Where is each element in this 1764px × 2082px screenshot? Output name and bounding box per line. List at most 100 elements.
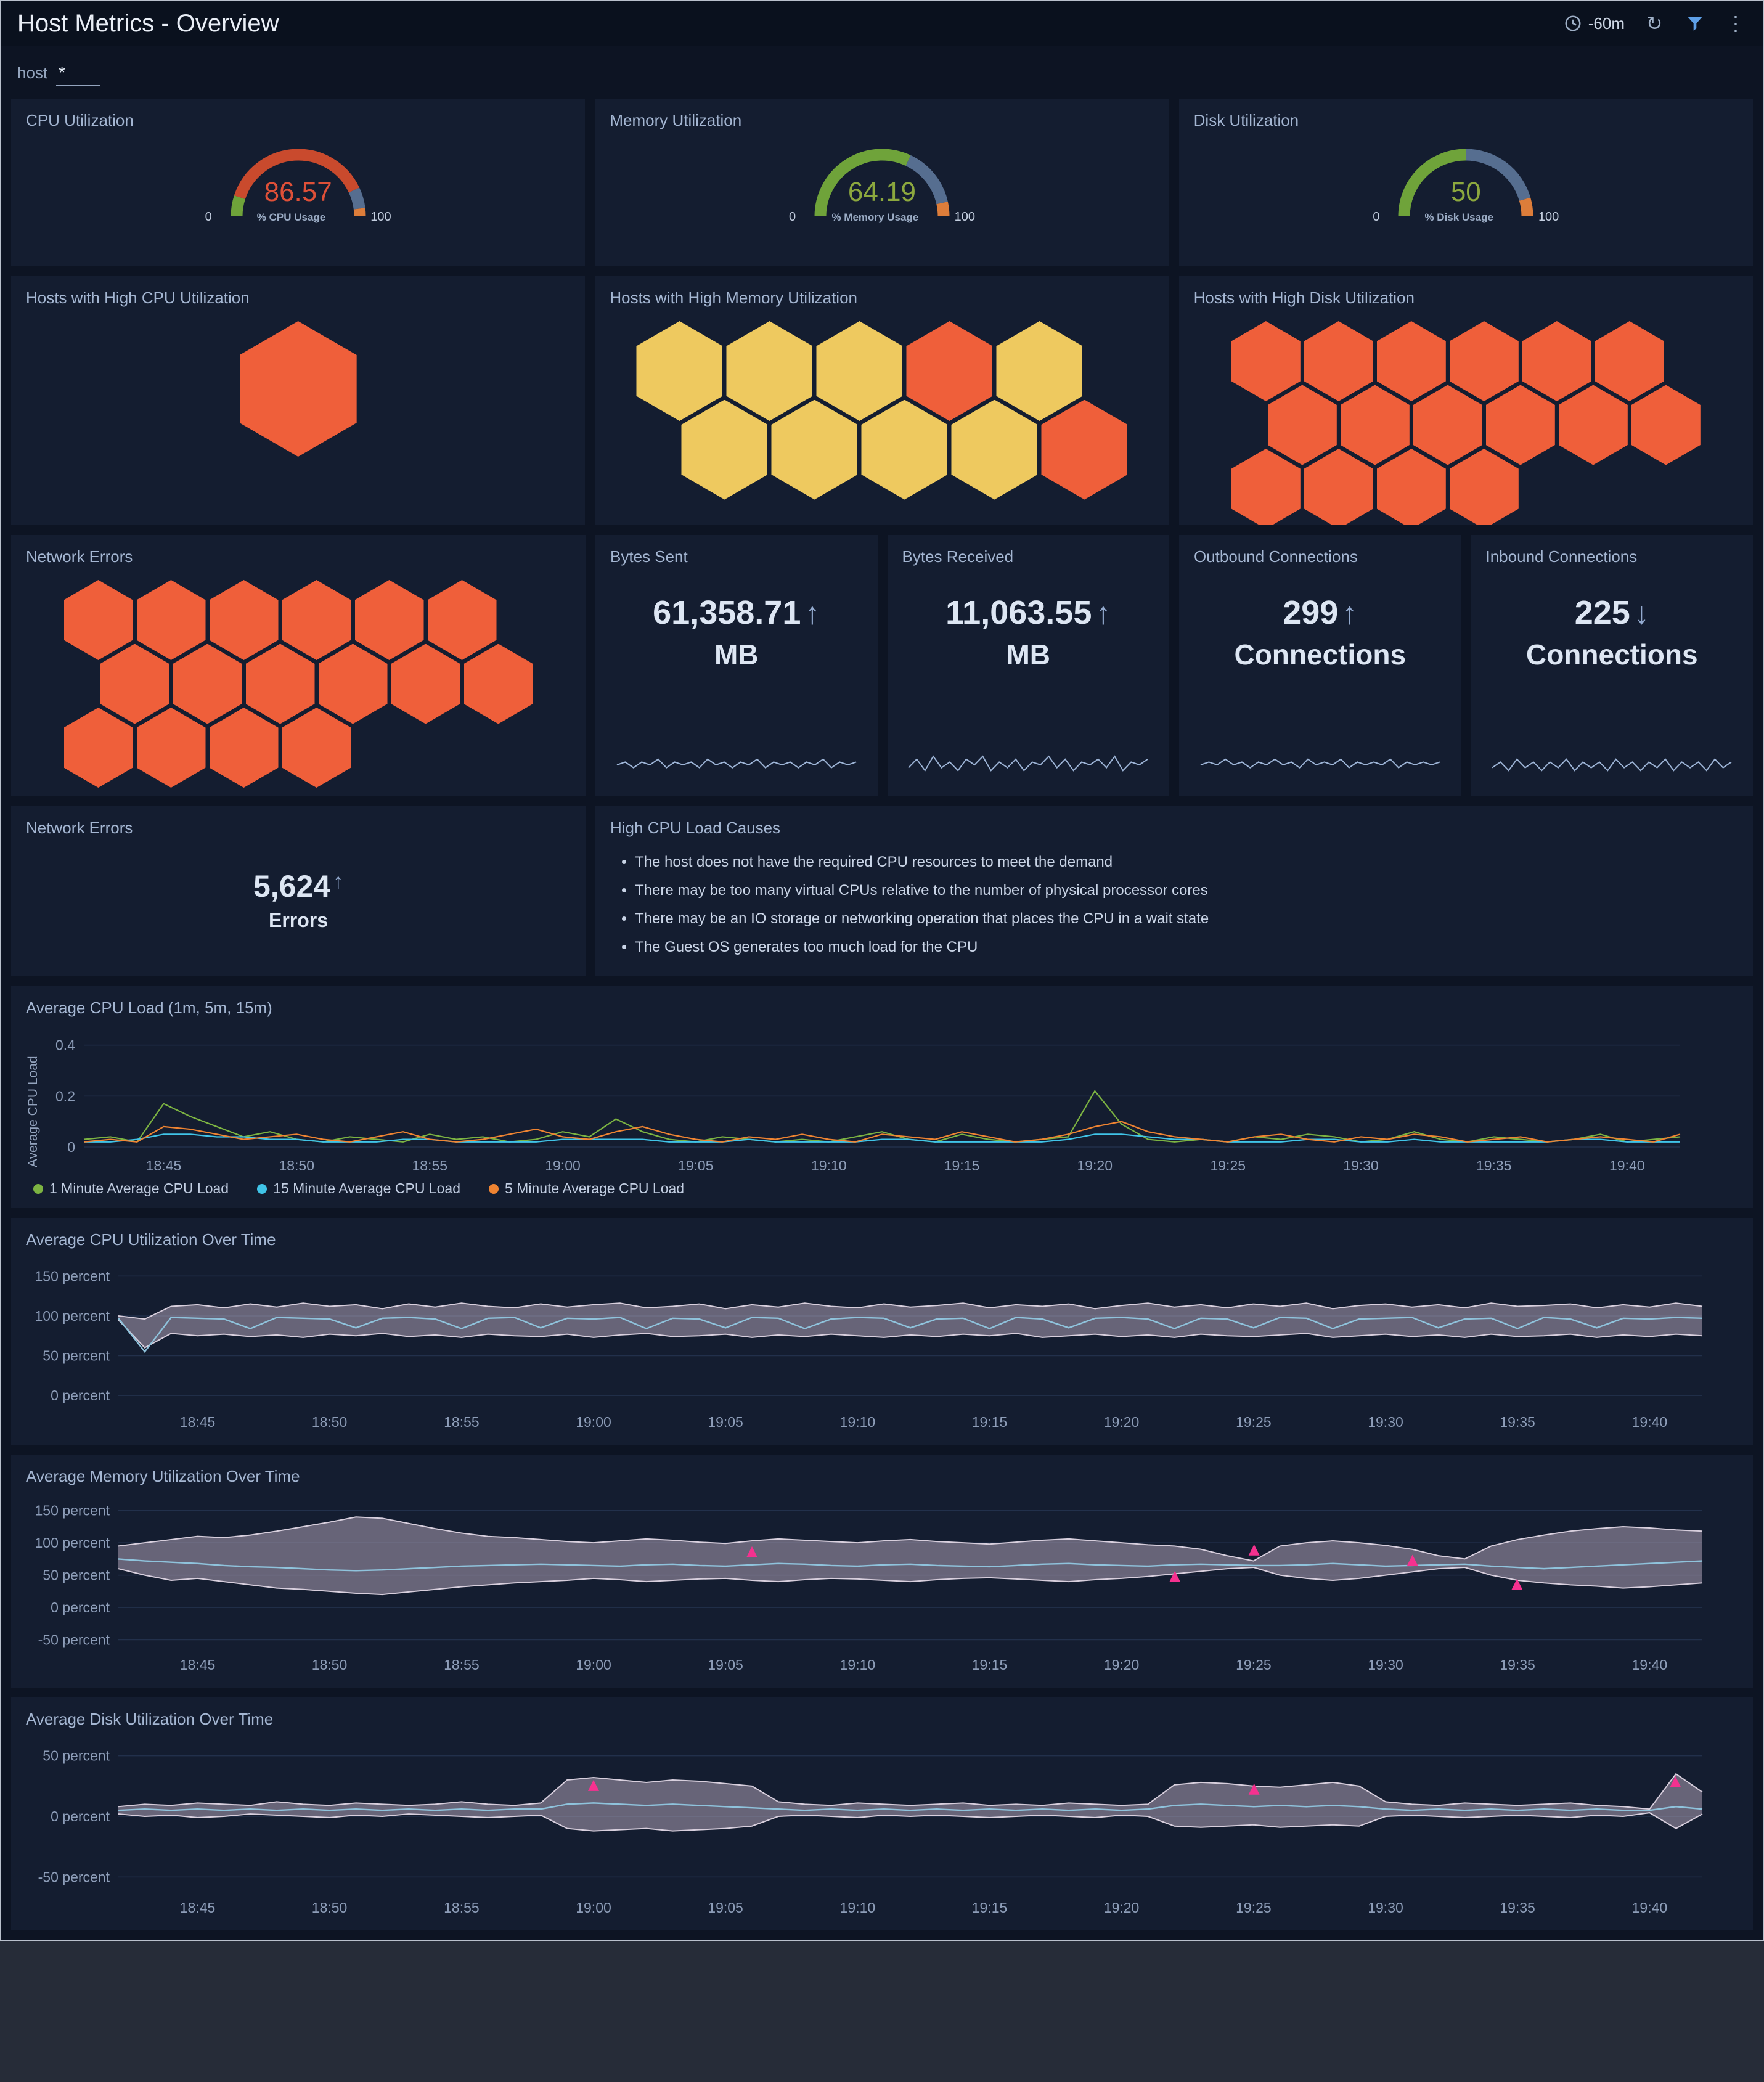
time-range-label: -60m	[1588, 14, 1625, 33]
trend-up-icon: ↑	[1342, 596, 1358, 631]
svg-text:18:50: 18:50	[279, 1157, 314, 1174]
svg-text:18:50: 18:50	[312, 1900, 348, 1916]
host-hexagon-orange[interactable]	[1041, 399, 1128, 500]
time-range-control[interactable]: -60m	[1564, 14, 1625, 33]
cpu-gauge-arc	[231, 149, 366, 217]
host-hexagon-yellow[interactable]	[771, 399, 858, 500]
svg-text:18:45: 18:45	[180, 1657, 216, 1673]
outbound-sparkline[interactable]	[1197, 745, 1443, 784]
stat-value: 11,063.55	[945, 594, 1092, 631]
svg-text:19:00: 19:00	[576, 1900, 611, 1916]
gauge-axis-label: % Disk Usage	[1424, 211, 1493, 223]
refresh-icon[interactable]: ↻	[1646, 12, 1663, 35]
memory-gauge[interactable]: 64.19 0 % Memory Usage 100	[789, 139, 975, 224]
svg-text:19:10: 19:10	[840, 1657, 876, 1673]
svg-text:18:55: 18:55	[412, 1157, 447, 1174]
network-errors-honeycomb-panel: Network Errors	[11, 535, 586, 796]
svg-text:19:25: 19:25	[1236, 1657, 1272, 1673]
network-errors-total-panel: Network Errors 5,624 ↑ Errors	[11, 806, 586, 976]
host-hexagon-yellow[interactable]	[816, 321, 903, 421]
legend-dot	[257, 1183, 267, 1194]
host-hexagon-orange[interactable]	[282, 708, 351, 788]
svg-text:19:30: 19:30	[1343, 1157, 1379, 1174]
host-hexagon-orange[interactable]	[209, 708, 279, 788]
clock-icon	[1565, 15, 1581, 31]
disk-utilization-panel: Disk Utilization 50 0 % Disk Usage 100	[1178, 99, 1753, 266]
gauge-value: 86.57	[264, 177, 332, 207]
trend-up-icon: ↑	[804, 596, 820, 631]
host-hexagon-orange[interactable]	[1631, 385, 1701, 465]
panel-title: Average Disk Utilization Over Time	[26, 1710, 274, 1728]
host-hexagon-orange[interactable]	[1267, 385, 1337, 465]
filter-icon[interactable]	[1684, 12, 1706, 35]
svg-text:19:30: 19:30	[1368, 1414, 1403, 1430]
svg-text:0 percent: 0 percent	[51, 1599, 110, 1615]
svg-text:19:15: 19:15	[972, 1900, 1008, 1916]
legend-item-1m[interactable]: 1 Minute Average CPU Load	[33, 1180, 229, 1197]
host-hexagon-orange[interactable]	[1304, 449, 1373, 525]
host-hexagon-yellow[interactable]	[726, 321, 813, 421]
panel-title: Inbound Connections	[1485, 547, 1638, 566]
host-hexagon-orange[interactable]	[1449, 321, 1519, 401]
inbound-sparkline[interactable]	[1488, 745, 1735, 784]
svg-text:0 percent: 0 percent	[51, 1387, 110, 1403]
host-hexagon-orange[interactable]	[1340, 385, 1410, 465]
svg-text:18:50: 18:50	[312, 1657, 348, 1673]
host-hexagon-orange[interactable]	[1231, 449, 1301, 525]
host-hexagon-yellow[interactable]	[681, 399, 768, 500]
svg-text:19:00: 19:00	[576, 1657, 611, 1673]
disk-utilization-chart[interactable]: -50 percent 0 percent 50 percent 18:45 18:50…	[26, 1734, 1727, 1919]
cpu-gauge[interactable]: 86.57 0 % CPU Usage 100	[205, 139, 391, 224]
cpu-load-chart[interactable]: 0 0.2 0.4 18:45 18:50 18:55 19:00 19:05 19:10 19:…	[41, 1023, 1705, 1177]
panel-title: Bytes Sent	[610, 547, 688, 566]
host-hexagon-orange[interactable]	[1376, 449, 1446, 525]
disk-honeycomb	[1231, 321, 1701, 525]
trend-down-icon: ↓	[1633, 596, 1649, 631]
host-hexagon-orange[interactable]	[1376, 321, 1446, 401]
host-hexagon-orange[interactable]	[239, 321, 357, 457]
host-hexagon-orange[interactable]	[1595, 321, 1664, 401]
svg-text:18:45: 18:45	[180, 1900, 216, 1916]
host-hexagon-orange[interactable]	[1413, 385, 1482, 465]
legend-item-15m[interactable]: 15 Minute Average CPU Load	[257, 1180, 460, 1197]
bytes-received-sparkline[interactable]	[905, 745, 1151, 784]
svg-text:19:35: 19:35	[1476, 1157, 1512, 1174]
cpu-utilization-chart[interactable]: 0 percent 50 percent 100 percent 150 percen…	[26, 1254, 1727, 1433]
host-hexagon-orange[interactable]	[1522, 321, 1591, 401]
memory-utilization-chart[interactable]: -50 percent 0 percent 50 percent 100 percen…	[26, 1491, 1727, 1676]
host-hexagon-yellow[interactable]	[636, 321, 723, 421]
disk-gauge[interactable]: 50 0 % Disk Usage 100	[1373, 139, 1559, 224]
header-bar: Host Metrics - Overview -60m ↻ ⋮	[1, 1, 1763, 46]
host-hexagon-orange[interactable]	[1558, 385, 1628, 465]
legend-item-5m[interactable]: 5 Minute Average CPU Load	[488, 1180, 684, 1197]
svg-text:19:35: 19:35	[1500, 1900, 1535, 1916]
host-hexagon-yellow[interactable]	[996, 321, 1083, 421]
host-hexagon-orange[interactable]	[1449, 449, 1519, 525]
svg-text:19:05: 19:05	[708, 1900, 743, 1916]
host-filter-input[interactable]: *	[56, 63, 101, 86]
kebab-menu-icon[interactable]: ⋮	[1726, 12, 1746, 35]
svg-text:19:10: 19:10	[811, 1157, 847, 1174]
panel-title: Average Memory Utilization Over Time	[26, 1467, 300, 1485]
cpu-causes-list: The host does not have the required CPU …	[635, 854, 1738, 956]
host-hexagon-yellow[interactable]	[951, 399, 1038, 500]
page-title: Host Metrics - Overview	[17, 9, 279, 37]
bytes-sent-panel: Bytes Sent 61,358.71 ↑ MB	[595, 535, 878, 796]
legend-label: 1 Minute Average CPU Load	[49, 1180, 229, 1196]
bytes-received-panel: Bytes Received 11,063.55 ↑ MB	[887, 535, 1169, 796]
svg-text:0 percent: 0 percent	[51, 1808, 110, 1824]
svg-text:19:40: 19:40	[1609, 1157, 1645, 1174]
svg-text:19:05: 19:05	[678, 1157, 714, 1174]
gauge-min: 0	[1373, 210, 1380, 224]
bytes-sent-sparkline[interactable]	[613, 745, 860, 784]
svg-text:19:25: 19:25	[1236, 1414, 1272, 1430]
errors-unit: Errors	[268, 909, 329, 931]
host-hexagon-orange[interactable]	[136, 708, 206, 788]
host-hexagon-yellow[interactable]	[861, 399, 948, 500]
svg-text:0.2: 0.2	[55, 1088, 75, 1104]
outbound-connections-panel: Outbound Connections 299 ↑ Connections	[1179, 535, 1461, 796]
host-hexagon-orange[interactable]	[63, 708, 133, 788]
host-hexagon-orange[interactable]	[1304, 321, 1373, 401]
host-hexagon-orange[interactable]	[906, 321, 993, 421]
host-hexagon-orange[interactable]	[1485, 385, 1555, 465]
